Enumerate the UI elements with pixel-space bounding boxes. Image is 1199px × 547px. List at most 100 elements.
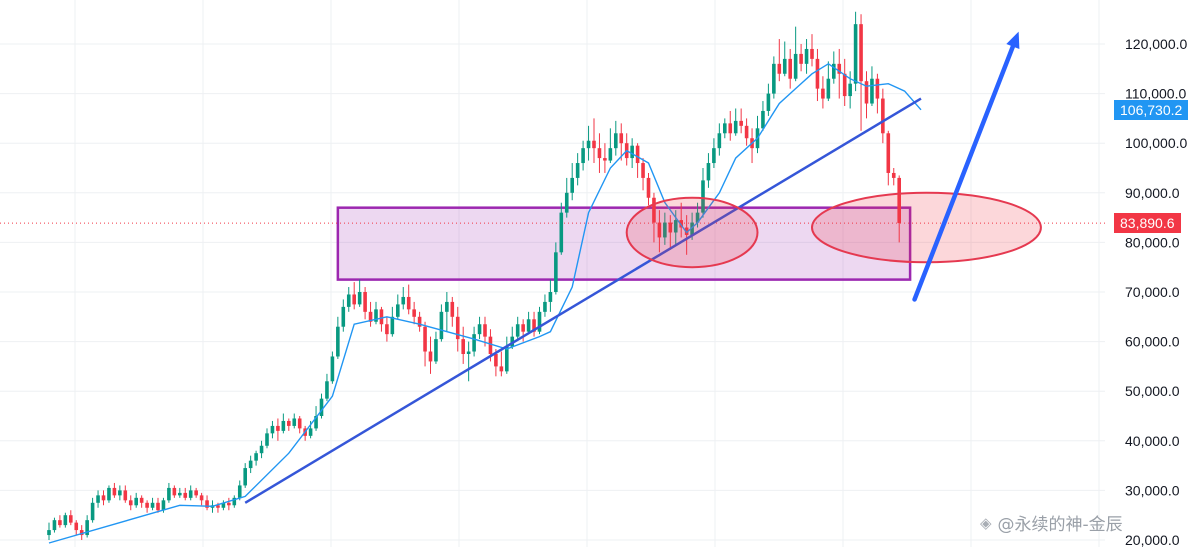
candle-body [412, 309, 416, 317]
candle-body [79, 530, 84, 536]
candle [466, 341, 471, 382]
candle-body [237, 485, 242, 498]
candle-body [194, 490, 198, 496]
candle-body [183, 492, 188, 498]
candle-body [782, 58, 787, 74]
candle [766, 83, 771, 116]
candle [134, 492, 138, 508]
candle-body [793, 53, 798, 79]
candle [96, 490, 100, 508]
y-tick-label: 60,000.0 [1125, 334, 1180, 350]
candle [853, 11, 858, 92]
candle-body [679, 220, 683, 228]
candle [330, 351, 335, 384]
candle-body [733, 120, 738, 134]
candle [194, 487, 198, 498]
candle-body [390, 316, 395, 335]
candle-body [603, 158, 607, 161]
candle-body [161, 500, 166, 511]
candle [237, 480, 242, 501]
candle-body [646, 177, 651, 198]
candle-body [188, 490, 193, 498]
candle [445, 292, 449, 332]
trendline-layer [244, 97, 922, 504]
candle-body [657, 222, 662, 238]
candle [172, 485, 177, 498]
candle [276, 418, 280, 441]
candle-body [363, 292, 367, 312]
candle [608, 128, 613, 164]
candle-body [810, 48, 814, 59]
support-zone-layer [0, 206, 1105, 281]
binance-logo-icon: ◈ [980, 513, 992, 532]
candle [815, 48, 820, 102]
candle [548, 279, 553, 312]
candle [199, 492, 204, 506]
candle-body [881, 98, 885, 134]
candle [336, 316, 340, 359]
candle [739, 108, 743, 134]
candle-body [172, 487, 177, 496]
candle [434, 331, 438, 364]
candle [292, 413, 297, 429]
candle [782, 41, 787, 77]
candle [396, 294, 400, 320]
y-tick-label: 40,000.0 [1125, 433, 1180, 449]
candle-body [510, 336, 515, 347]
candle-body [199, 495, 204, 501]
candle [564, 177, 569, 218]
candle-body [488, 336, 493, 354]
candle-body [832, 63, 836, 79]
candle [107, 485, 111, 503]
candle-body [788, 58, 792, 79]
candle-body [494, 354, 498, 367]
candle-body [477, 324, 482, 335]
candle [532, 311, 536, 337]
candle [379, 306, 384, 332]
candle [875, 73, 880, 114]
candle-body [319, 398, 324, 416]
candle [554, 242, 558, 295]
up-arrow-shaft [912, 44, 1016, 302]
candle-body [74, 522, 79, 531]
candle [428, 336, 433, 374]
candle [570, 163, 574, 201]
candle-body [532, 319, 536, 332]
candle [85, 515, 89, 538]
candle-body [107, 487, 111, 501]
y-tick-label: 50,000.0 [1125, 383, 1180, 399]
candle [265, 428, 269, 449]
candle-body [652, 197, 656, 223]
candle [248, 455, 253, 474]
y-tick-label: 20,000.0 [1125, 532, 1180, 547]
candle-body [134, 497, 138, 506]
candle [455, 306, 460, 352]
candle-body [483, 324, 487, 337]
candle [859, 14, 863, 131]
candle [270, 420, 275, 439]
candle [799, 44, 803, 72]
candle-body [385, 324, 389, 335]
candle-body [118, 490, 122, 496]
candle [472, 326, 476, 357]
candle-body [466, 351, 471, 354]
moving-average-layer [48, 62, 922, 544]
candle-body [897, 177, 901, 224]
candle-body [243, 468, 247, 486]
candle [755, 115, 760, 154]
candle [750, 128, 754, 164]
candle [63, 512, 68, 528]
candle [772, 56, 776, 99]
candle-body [428, 351, 433, 362]
y-tick-label: 90,000.0 [1125, 185, 1180, 201]
candle [635, 143, 640, 178]
candle-body [864, 81, 869, 104]
candle-body [58, 520, 62, 526]
candle-body [630, 145, 634, 159]
candle-body [777, 63, 782, 74]
candle [47, 522, 51, 540]
candle-body [232, 497, 237, 506]
grid-lines [0, 0, 1105, 547]
candle-body [842, 73, 847, 97]
candle [128, 495, 133, 511]
